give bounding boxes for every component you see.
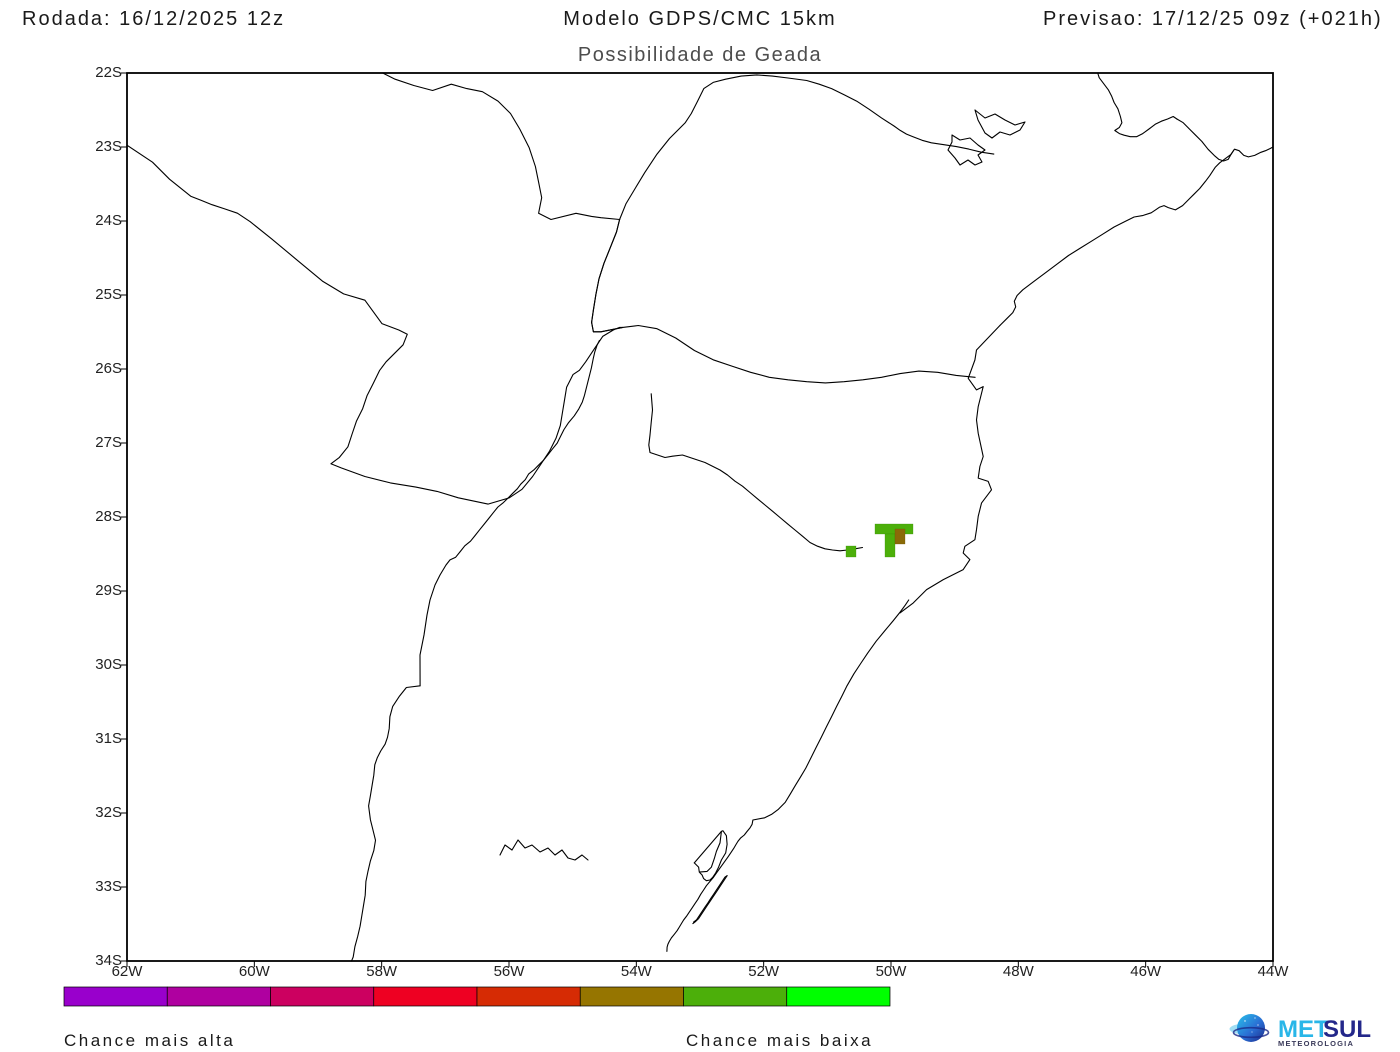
- svg-text:METEOROLOGIA: METEOROLOGIA: [1278, 1039, 1354, 1048]
